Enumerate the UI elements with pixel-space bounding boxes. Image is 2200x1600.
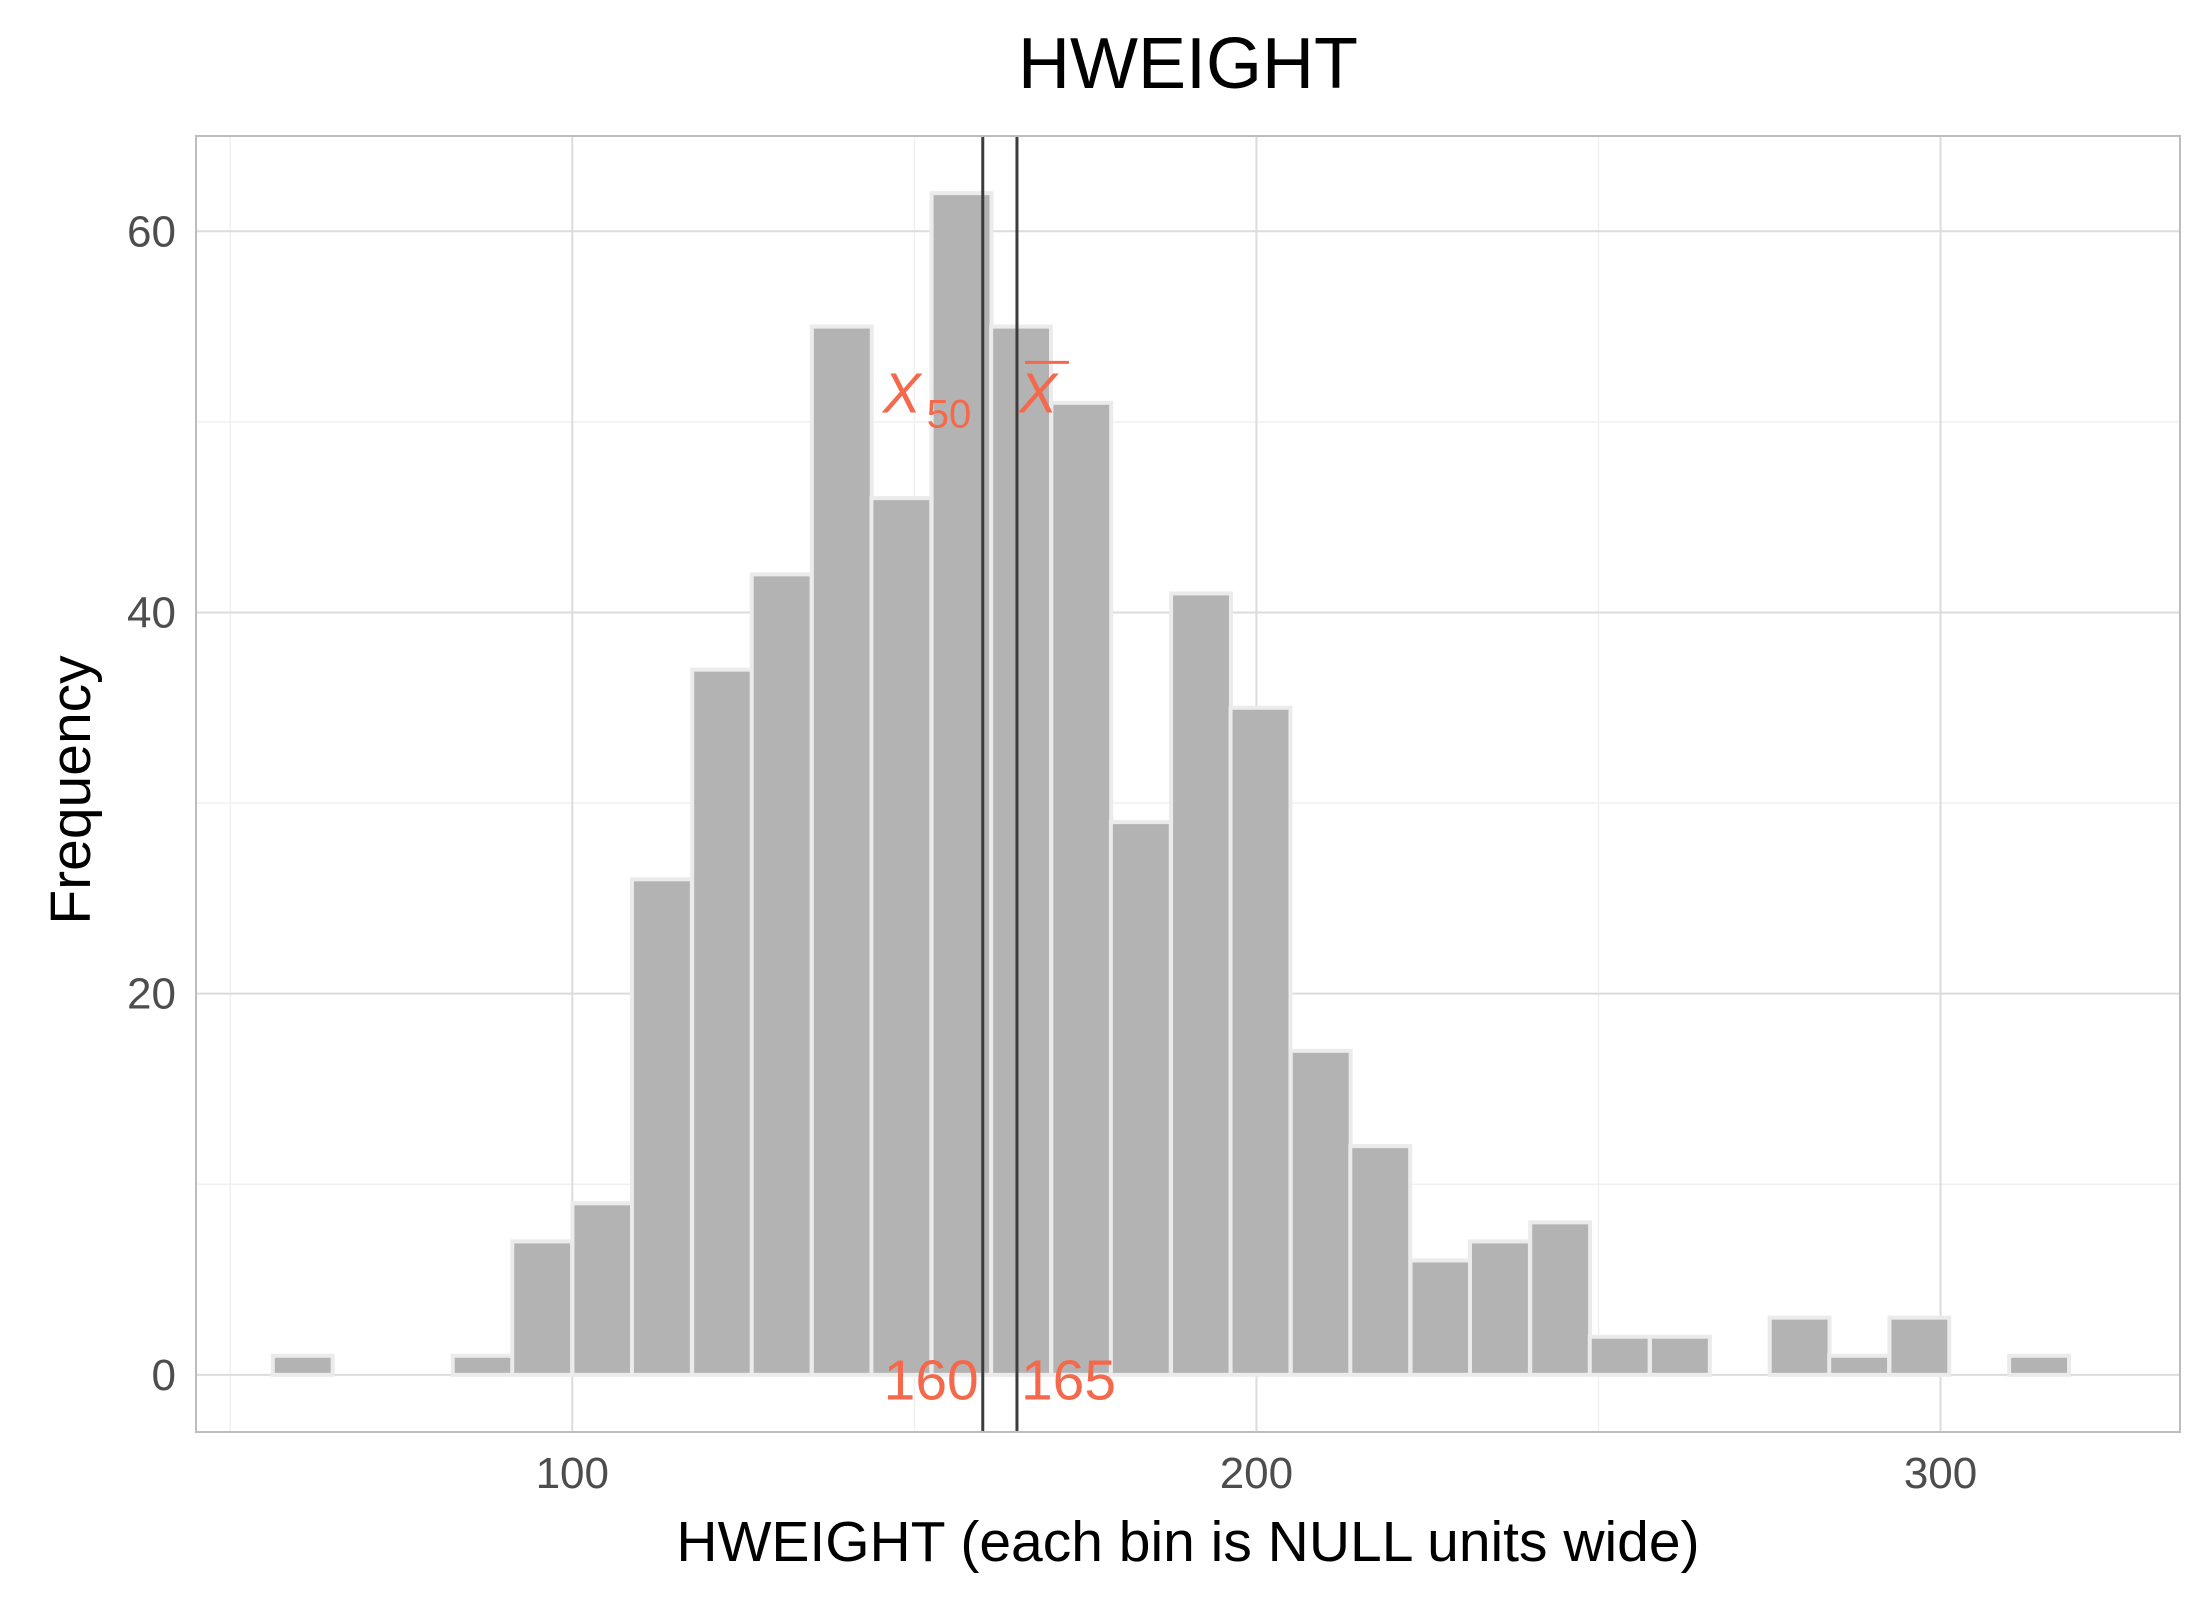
histogram-bar bbox=[1528, 1220, 1593, 1377]
histogram-bar bbox=[570, 1201, 635, 1377]
histogram-bar bbox=[1887, 1315, 1952, 1377]
x-axis-ticks: 100 200 300 bbox=[536, 1449, 1978, 1498]
histogram-bar bbox=[1767, 1315, 1832, 1377]
histogram-bar bbox=[510, 1239, 575, 1377]
x-tick-label: 300 bbox=[1904, 1449, 1977, 1498]
histogram-bar bbox=[270, 1353, 335, 1377]
histogram-bar bbox=[749, 572, 814, 1377]
median-subscript-label: 50 bbox=[927, 392, 972, 436]
histogram-bar bbox=[1288, 1048, 1353, 1377]
y-axis-ticks: 0 20 40 60 bbox=[127, 207, 176, 1400]
histogram-bar bbox=[1408, 1258, 1473, 1377]
histogram-bar bbox=[1587, 1334, 1652, 1377]
histogram-bars bbox=[270, 191, 2071, 1377]
histogram-bar bbox=[629, 877, 694, 1377]
y-tick-label: 0 bbox=[152, 1351, 176, 1400]
median-symbol-label: X bbox=[881, 361, 923, 425]
x-tick-label: 200 bbox=[1220, 1449, 1293, 1498]
mean-annotation: X 165 bbox=[1017, 360, 1116, 1413]
y-axis-title: Frequency bbox=[39, 655, 103, 925]
reference-lines bbox=[981, 136, 1019, 1432]
median-annotation: X 50 160 bbox=[881, 361, 979, 1412]
x-tick-label: 100 bbox=[536, 1449, 609, 1498]
histogram-bar bbox=[690, 667, 755, 1377]
histogram-bar bbox=[1108, 820, 1173, 1377]
median-value-label: 160 bbox=[884, 1349, 979, 1413]
chart-title: HWEIGHT bbox=[1018, 24, 1358, 104]
histogram-bar bbox=[1647, 1334, 1712, 1377]
histogram-bar bbox=[809, 324, 874, 1377]
mean-value-label: 165 bbox=[1021, 1349, 1116, 1413]
histogram-bar bbox=[1348, 1144, 1413, 1377]
panel-border bbox=[195, 135, 2181, 1433]
histogram-bar bbox=[1228, 705, 1293, 1377]
histogram-bar bbox=[869, 496, 934, 1377]
histogram-bar bbox=[1827, 1353, 1892, 1377]
histogram-bar bbox=[2007, 1353, 2071, 1377]
y-tick-label: 40 bbox=[127, 588, 176, 637]
x-axis-title: HWEIGHT (each bin is NULL units wide) bbox=[676, 1510, 1699, 1574]
y-tick-label: 60 bbox=[127, 207, 176, 256]
histogram-bar bbox=[989, 324, 1054, 1377]
y-tick-label: 20 bbox=[127, 970, 176, 1019]
histogram-bar bbox=[450, 1353, 515, 1377]
histogram-bar bbox=[1169, 591, 1233, 1377]
histogram-bar bbox=[1468, 1239, 1532, 1377]
mean-symbol-label: X bbox=[1017, 361, 1059, 425]
histogram-bar bbox=[1049, 400, 1114, 1377]
